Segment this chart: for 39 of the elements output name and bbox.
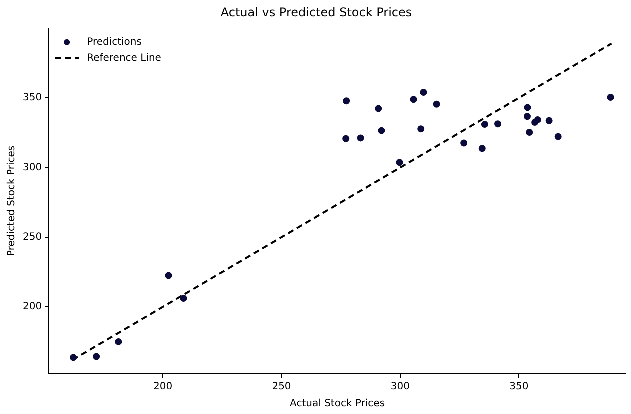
point — [342, 135, 350, 142]
point — [554, 133, 562, 140]
point — [607, 94, 614, 102]
point — [460, 140, 468, 147]
legend-label: Predictions — [87, 36, 142, 48]
x-tick-label: 250 — [272, 382, 292, 393]
point — [524, 104, 532, 112]
y-axis-title: Predicted Stock Prices — [6, 146, 18, 256]
point — [494, 120, 502, 128]
x-tick-label: 350 — [510, 382, 529, 393]
point — [396, 159, 404, 166]
point — [180, 294, 188, 302]
point — [478, 145, 486, 152]
point — [70, 354, 78, 362]
y-tick-label: 300 — [22, 162, 42, 174]
point — [534, 116, 542, 124]
point — [481, 121, 488, 128]
y-tick-label: 250 — [22, 232, 42, 244]
point — [526, 129, 534, 136]
point — [546, 117, 553, 124]
point — [524, 113, 531, 120]
point — [418, 126, 425, 133]
chart-title: Actual vs Predicted Stock Prices — [220, 5, 412, 20]
point — [165, 272, 172, 280]
legend-label: Reference Line — [87, 52, 162, 64]
point — [375, 105, 382, 112]
point — [410, 96, 418, 104]
point — [343, 98, 350, 105]
point — [115, 338, 122, 346]
point — [433, 100, 440, 108]
point — [420, 89, 428, 96]
x-tick-label: 200 — [154, 382, 173, 393]
y-tick-label: 350 — [22, 92, 42, 104]
x-tick-label: 300 — [390, 382, 410, 393]
y-tick-label: 200 — [22, 302, 42, 313]
point — [378, 127, 386, 134]
x-axis-title: Actual Stock Prices — [290, 398, 386, 410]
point — [93, 353, 100, 360]
point — [357, 134, 364, 142]
